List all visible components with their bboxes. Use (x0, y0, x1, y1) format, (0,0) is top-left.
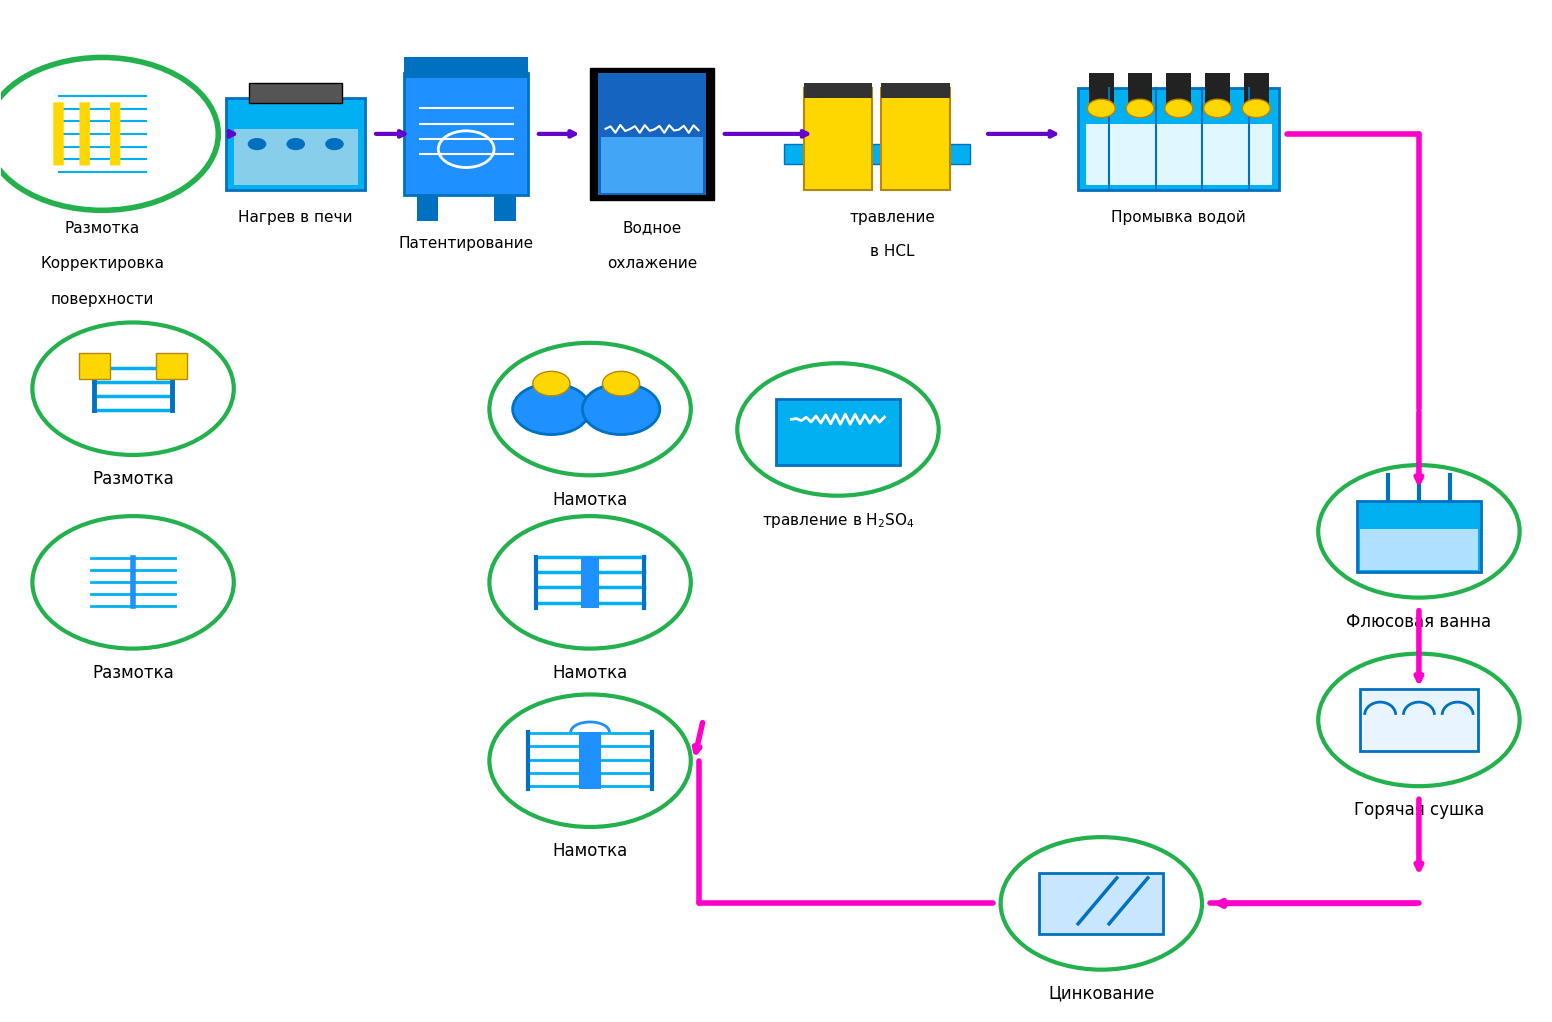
Circle shape (582, 383, 660, 434)
FancyBboxPatch shape (250, 83, 343, 103)
Text: Флюсовая ванна: Флюсовая ванна (1347, 613, 1491, 631)
FancyBboxPatch shape (404, 73, 528, 195)
FancyBboxPatch shape (784, 144, 970, 165)
FancyBboxPatch shape (580, 557, 599, 608)
FancyBboxPatch shape (579, 732, 601, 789)
Circle shape (1204, 99, 1231, 118)
FancyBboxPatch shape (776, 399, 900, 465)
Circle shape (248, 138, 267, 150)
Text: Размотка: Размотка (65, 221, 140, 235)
Text: Размотка: Размотка (92, 664, 174, 682)
Circle shape (532, 371, 570, 396)
FancyBboxPatch shape (1360, 690, 1478, 750)
FancyBboxPatch shape (404, 57, 528, 78)
FancyBboxPatch shape (804, 88, 872, 190)
FancyBboxPatch shape (601, 137, 703, 193)
Text: Намотка: Намотка (553, 491, 627, 509)
FancyBboxPatch shape (157, 353, 188, 378)
FancyBboxPatch shape (1090, 73, 1114, 113)
Circle shape (287, 138, 306, 150)
FancyBboxPatch shape (1128, 73, 1153, 113)
FancyBboxPatch shape (416, 195, 438, 221)
Text: Патентирование: Патентирование (399, 236, 534, 250)
Text: охлажение: охлажение (607, 257, 697, 271)
FancyBboxPatch shape (110, 102, 121, 166)
FancyBboxPatch shape (590, 67, 714, 200)
Circle shape (1166, 99, 1193, 118)
Circle shape (1242, 99, 1270, 118)
Text: Размотка: Размотка (92, 470, 174, 489)
Text: травление: травление (849, 211, 936, 225)
FancyBboxPatch shape (227, 98, 365, 190)
FancyBboxPatch shape (1079, 88, 1279, 190)
FancyBboxPatch shape (1206, 73, 1229, 113)
FancyBboxPatch shape (882, 83, 950, 98)
FancyBboxPatch shape (1356, 501, 1481, 572)
FancyBboxPatch shape (1086, 124, 1271, 185)
Text: Водное: Водное (622, 221, 681, 235)
Circle shape (602, 371, 639, 396)
FancyBboxPatch shape (1040, 873, 1164, 934)
Circle shape (1127, 99, 1155, 118)
FancyBboxPatch shape (804, 83, 872, 98)
Text: Цинкование: Цинкование (1048, 985, 1155, 1003)
FancyBboxPatch shape (79, 102, 90, 166)
FancyBboxPatch shape (53, 102, 64, 166)
FancyBboxPatch shape (1167, 73, 1192, 113)
FancyBboxPatch shape (79, 353, 110, 378)
FancyBboxPatch shape (598, 73, 706, 195)
FancyBboxPatch shape (1360, 529, 1478, 570)
Text: Корректировка: Корректировка (40, 257, 165, 271)
Circle shape (326, 138, 343, 150)
FancyBboxPatch shape (1243, 73, 1268, 113)
Text: Намотка: Намотка (553, 664, 627, 682)
Text: поверхности: поверхности (50, 292, 154, 307)
Circle shape (512, 383, 590, 434)
FancyBboxPatch shape (234, 129, 357, 185)
Text: в HCL: в HCL (871, 244, 914, 259)
Circle shape (1088, 99, 1116, 118)
Text: Промывка водой: Промывка водой (1111, 211, 1246, 225)
FancyBboxPatch shape (494, 195, 515, 221)
Text: травление в H$_2$SO$_4$: травление в H$_2$SO$_4$ (762, 511, 914, 530)
FancyBboxPatch shape (882, 88, 950, 190)
Text: Горячая сушка: Горячая сушка (1353, 801, 1484, 820)
Text: Нагрев в печи: Нагрев в печи (239, 211, 352, 225)
Text: Намотка: Намотка (553, 842, 627, 861)
